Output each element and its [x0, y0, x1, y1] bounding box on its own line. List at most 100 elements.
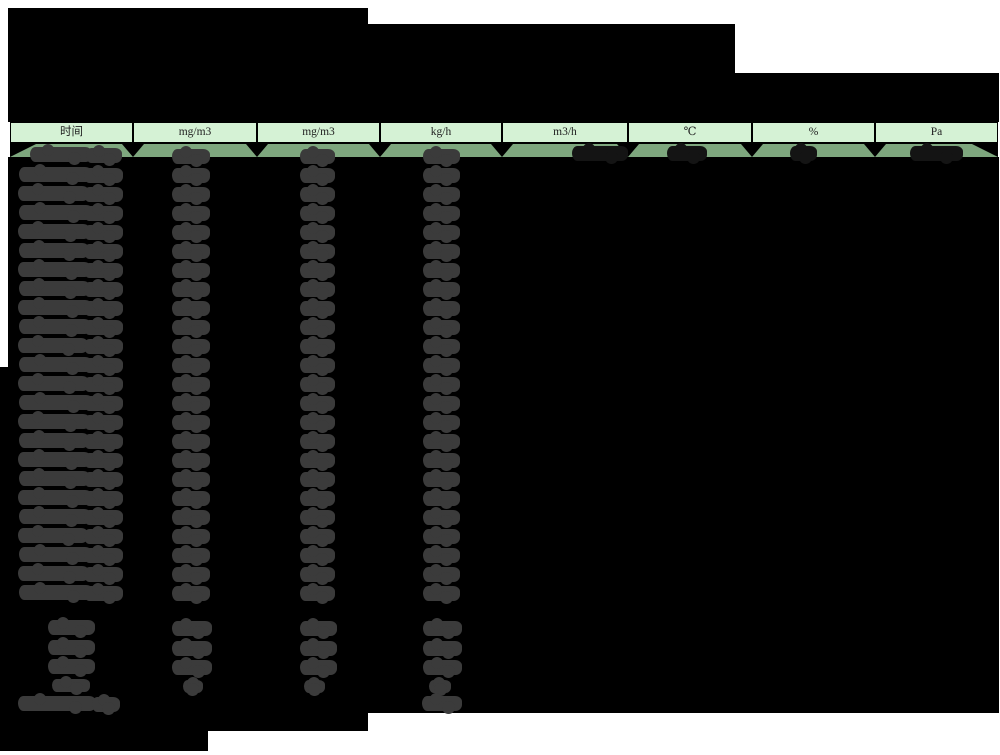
- redacted-value-blob: [19, 240, 89, 261]
- redaction-notch: [246, 144, 268, 157]
- redacted-value-blob: [92, 694, 120, 715]
- redacted-value-blob: [423, 146, 460, 167]
- redaction-block-bottom-1: [0, 713, 368, 731]
- column-header-kgh: kg/h: [381, 123, 501, 142]
- column-header-mgm3-2: mg/m3: [258, 123, 379, 142]
- redacted-value-blob: [172, 583, 210, 604]
- redacted-value-blob: [423, 657, 462, 678]
- redacted-value-blob: [172, 317, 210, 338]
- redacted-value-blob: [172, 146, 210, 167]
- redacted-value-blob: [423, 488, 460, 509]
- redacted-value-blob: [84, 450, 123, 471]
- redacted-value-blob: [423, 583, 460, 604]
- redacted-value-blob: [423, 260, 460, 281]
- redacted-value-blob: [84, 393, 123, 414]
- redacted-value-blob: [18, 335, 88, 356]
- redacted-value-blob: [84, 374, 123, 395]
- redacted-value-blob: [300, 374, 335, 395]
- redacted-value-blob: [84, 336, 123, 357]
- redacted-value-blob: [572, 143, 628, 164]
- redacted-value-blob: [423, 279, 460, 300]
- redaction-block-top-3: [8, 73, 999, 122]
- redaction-block-body-lower: [0, 367, 999, 713]
- redacted-value-blob: [300, 355, 335, 376]
- redacted-value-blob: [19, 354, 92, 375]
- redaction-notch: [369, 144, 391, 157]
- column-header-percent: %: [753, 123, 874, 142]
- redacted-value-blob: [300, 203, 335, 224]
- redacted-value-blob: [86, 145, 122, 166]
- redacted-value-blob: [18, 411, 90, 432]
- first-data-row-band: [10, 144, 998, 157]
- redacted-value-blob: [48, 637, 95, 658]
- redacted-value-blob: [300, 526, 335, 547]
- redacted-value-blob: [300, 488, 335, 509]
- redacted-value-blob: [667, 143, 707, 164]
- redacted-value-blob: [300, 431, 335, 452]
- redacted-value-blob: [300, 336, 335, 357]
- redacted-value-blob: [84, 431, 123, 452]
- redacted-value-blob: [172, 431, 210, 452]
- redacted-value-blob: [300, 146, 335, 167]
- redacted-value-blob: [300, 545, 335, 566]
- redacted-value-blob: [84, 260, 123, 281]
- redacted-value-blob: [423, 298, 460, 319]
- redacted-value-blob: [423, 317, 460, 338]
- redacted-value-blob: [18, 449, 91, 470]
- redaction-notch: [972, 144, 998, 157]
- redacted-value-blob: [19, 278, 90, 299]
- redacted-value-blob: [52, 676, 90, 695]
- redacted-value-blob: [423, 450, 460, 471]
- redacted-value-blob: [300, 618, 337, 639]
- redacted-value-blob: [422, 693, 462, 714]
- redacted-value-blob: [304, 677, 325, 696]
- redacted-value-blob: [84, 526, 123, 547]
- redacted-value-blob: [19, 430, 89, 451]
- redaction-notch: [122, 144, 144, 157]
- redacted-value-blob: [84, 298, 123, 319]
- redacted-value-blob: [429, 677, 451, 696]
- redacted-value-blob: [18, 183, 89, 204]
- redacted-value-blob: [423, 393, 460, 414]
- redacted-value-blob: [18, 373, 89, 394]
- redacted-value-blob: [172, 165, 210, 186]
- redaction-notch: [864, 144, 886, 157]
- redacted-value-blob: [423, 241, 460, 262]
- redacted-value-blob: [423, 618, 462, 639]
- redacted-value-blob: [172, 469, 210, 490]
- redacted-value-blob: [19, 506, 91, 527]
- redaction-notch: [741, 144, 763, 157]
- redacted-value-blob: [84, 583, 123, 604]
- column-header-celsius: ℃: [629, 123, 751, 142]
- redacted-value-blob: [18, 693, 96, 714]
- redacted-value-blob: [172, 241, 210, 262]
- units-header-row: 时间 mg/m3 mg/m3 kg/h m3/h ℃ % Pa: [10, 121, 998, 144]
- redacted-value-blob: [172, 488, 210, 509]
- redacted-value-blob: [84, 469, 123, 490]
- redacted-value-blob: [423, 374, 460, 395]
- redacted-value-blob: [300, 393, 335, 414]
- redacted-value-blob: [423, 222, 460, 243]
- redaction-block-top-1: [8, 8, 368, 24]
- redacted-value-blob: [423, 355, 460, 376]
- redacted-value-blob: [300, 450, 335, 471]
- redacted-value-blob: [172, 184, 210, 205]
- redaction-notch: [10, 144, 36, 157]
- redacted-value-blob: [300, 412, 335, 433]
- redacted-value-blob: [19, 582, 93, 603]
- redaction-block-body-upper: [8, 157, 999, 367]
- redacted-value-blob: [300, 298, 335, 319]
- redaction-notch: [491, 144, 513, 157]
- redacted-value-blob: [84, 545, 123, 566]
- redacted-value-blob: [423, 336, 460, 357]
- redaction-block-bottom-2: [0, 731, 208, 751]
- redacted-value-blob: [300, 317, 335, 338]
- redacted-value-blob: [423, 638, 462, 659]
- redacted-value-blob: [172, 618, 212, 639]
- redacted-value-blob: [84, 317, 123, 338]
- column-header-pa: Pa: [876, 123, 997, 142]
- redacted-value-blob: [300, 657, 337, 678]
- redacted-value-blob: [300, 469, 335, 490]
- redacted-value-blob: [423, 165, 460, 186]
